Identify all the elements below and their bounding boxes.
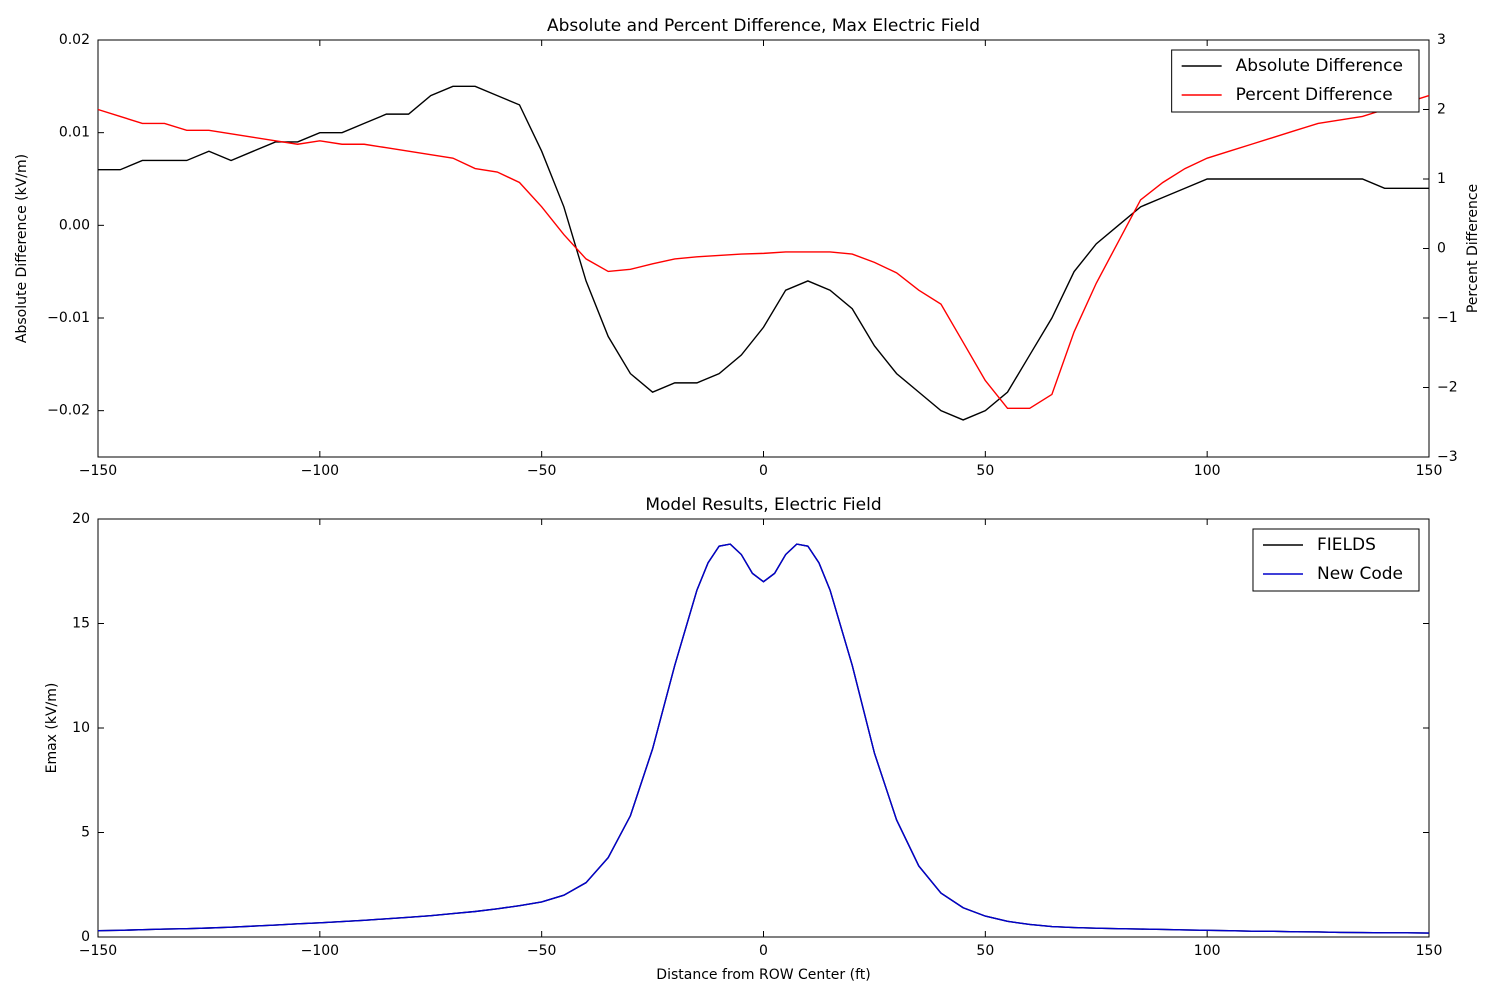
legend: FIELDS New Code <box>1252 528 1420 592</box>
x-tick-label: 150 <box>1416 463 1443 479</box>
data-line <box>97 543 1430 934</box>
y2-tick-label: −3 <box>1437 449 1458 465</box>
y2-tick-label: 3 <box>1437 32 1446 48</box>
x-tick-label: −50 <box>527 943 557 959</box>
y-tick-label: 5 <box>81 825 90 841</box>
y-axis-label: Absolute Difference (kV/m) <box>14 154 30 343</box>
legend-box <box>1171 49 1420 113</box>
legend-box <box>1252 528 1420 592</box>
legend-text: Percent Difference <box>1236 85 1393 105</box>
x-tick-label: 50 <box>976 943 994 959</box>
y-tick-label: −0.02 <box>47 403 90 419</box>
x-tick-label: −150 <box>79 463 117 479</box>
data-line <box>97 94 1430 410</box>
y-tick-label: 20 <box>72 511 90 527</box>
x-tick-label: 50 <box>976 463 994 479</box>
y2-tick-label: −1 <box>1437 310 1458 326</box>
legend-text: FIELDS <box>1317 535 1376 555</box>
legend: Absolute Difference Percent Difference <box>1171 49 1420 113</box>
y2-tick-label: 2 <box>1437 102 1446 118</box>
y-axis-label: Emax (kV/m) <box>44 683 60 774</box>
y2-tick-label: 0 <box>1437 241 1446 257</box>
legend-text: New Code <box>1317 564 1403 584</box>
y2-axis-label: Percent Difference <box>1465 184 1481 313</box>
x-axis-label: Distance from ROW Center (ft) <box>656 967 870 983</box>
x-tick-label: 150 <box>1416 943 1443 959</box>
x-tick-label: −100 <box>301 463 339 479</box>
y-tick-label: 15 <box>72 616 90 632</box>
chart-title: Absolute and Percent Difference, Max Ele… <box>547 16 980 36</box>
x-tick-label: −50 <box>527 463 557 479</box>
x-tick-label: 0 <box>759 463 768 479</box>
legend-text: Absolute Difference <box>1236 56 1403 76</box>
y-tick-label: 0.01 <box>59 125 90 141</box>
y-tick-label: −0.01 <box>47 310 90 326</box>
x-tick-label: 100 <box>1194 463 1221 479</box>
y-tick-label: 0.00 <box>59 217 90 233</box>
y2-tick-label: 1 <box>1437 171 1446 187</box>
chart-title: Model Results, Electric Field <box>645 495 881 515</box>
y-tick-label: 0 <box>81 929 90 945</box>
y-tick-label: 0.02 <box>59 32 90 48</box>
x-tick-label: −100 <box>301 943 339 959</box>
plot-area <box>97 518 1430 938</box>
data-line <box>98 85 1429 421</box>
y2-tick-label: −2 <box>1437 380 1458 396</box>
x-tick-label: 0 <box>759 943 768 959</box>
x-tick-label: 100 <box>1194 943 1221 959</box>
y-tick-label: 10 <box>72 720 90 736</box>
x-tick-label: −150 <box>79 943 117 959</box>
